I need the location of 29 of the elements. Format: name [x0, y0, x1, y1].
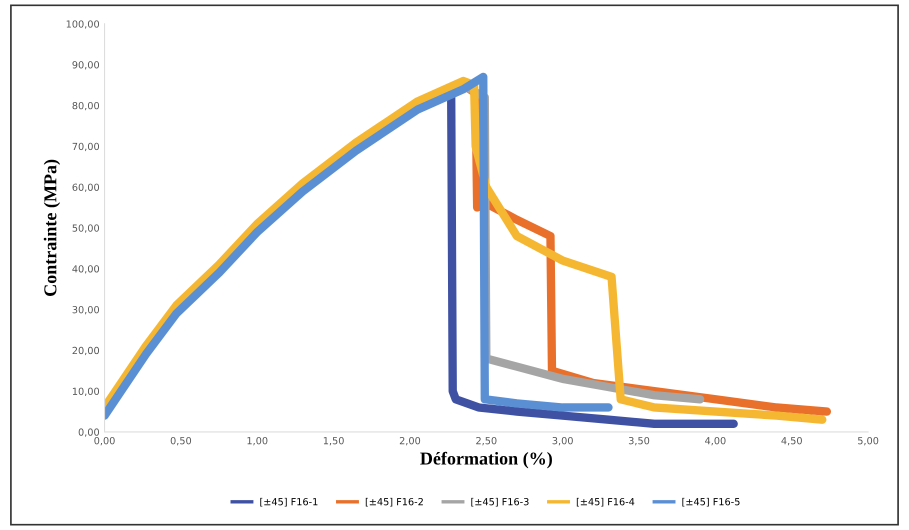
y-axis-title: Contrainte (MPa) [44, 160, 60, 296]
x-axis-title: Déformation (%) [420, 452, 552, 468]
legend-label: [±45] F16-3 [471, 498, 529, 507]
y-tick-label: 70,00 [72, 142, 100, 152]
x-tick-label: 3,00 [552, 436, 573, 446]
x-tick-label: 1,00 [247, 436, 268, 446]
y-tick-label: 10,00 [72, 388, 100, 396]
y-tick-label: 90,00 [72, 61, 100, 70]
x-tick-label: 3,50 [628, 436, 650, 446]
x-tick-label: 1,50 [324, 436, 344, 446]
y-tick-label: 0,00 [78, 428, 100, 437]
x-tick-label: 0,50 [170, 436, 192, 446]
y-tick-label: 30,00 [72, 306, 100, 314]
legend-label: [±45] F16-5 [682, 498, 740, 507]
legend-label: [±45] F16-1 [260, 498, 318, 507]
y-tick-label: 20,00 [72, 346, 100, 356]
x-tick-label: 2,00 [400, 436, 420, 446]
y-tick-label: 40,00 [72, 265, 100, 274]
legend-label: [±45] F16-2 [366, 498, 423, 507]
y-tick-label: 80,00 [72, 102, 100, 110]
x-tick-label: 5,00 [858, 436, 878, 446]
y-tick-label: 100,00 [66, 20, 100, 29]
x-tick-label: 4,50 [781, 436, 802, 446]
x-tick-label: 2,50 [476, 436, 496, 446]
x-tick-label: 0,00 [94, 436, 115, 446]
y-tick-label: 60,00 [72, 184, 100, 192]
legend-label: [±45] F16-4 [576, 498, 634, 507]
y-tick-label: 50,00 [72, 224, 100, 233]
x-tick-label: 4,00 [705, 436, 726, 446]
